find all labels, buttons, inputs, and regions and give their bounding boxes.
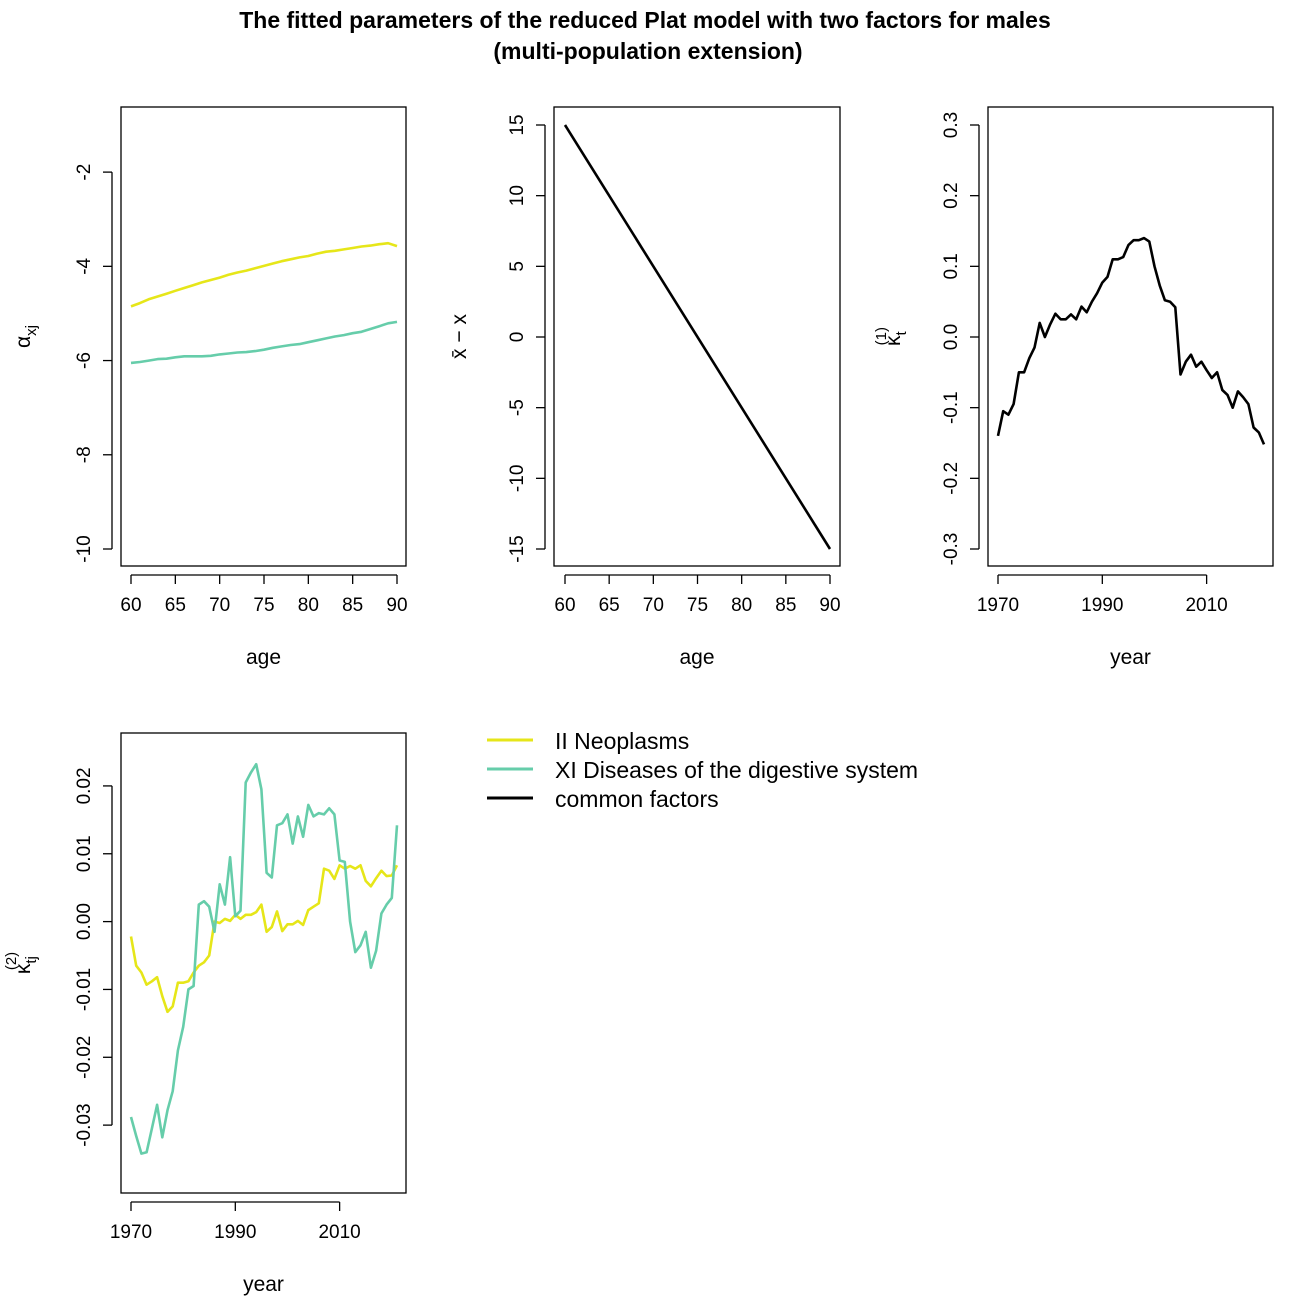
y-tick-label: -8	[74, 446, 95, 463]
x-tick-label: 85	[775, 595, 796, 616]
x-axis-label: year	[243, 1273, 284, 1296]
panel-kappa1: 1970 1990 2010 -0.3 -0.2 -0.1 0.0 0.1 0.2 0.3 year…	[873, 106, 1274, 669]
x-tick-label: 1990	[214, 1222, 256, 1243]
series-line-ii-neoplasms	[130, 241, 398, 308]
series-line-common-factors	[563, 124, 832, 550]
chart-title-line1: The fitted parameters of the reduced Pla…	[239, 7, 1051, 33]
x-tick-label: 2010	[1185, 595, 1227, 616]
legend-label-common: common factors	[555, 786, 719, 812]
y-tick-label: -0.3	[941, 533, 962, 566]
plot-frame	[987, 106, 1274, 567]
y-tick-label: 5	[507, 261, 528, 272]
x-tick-label: 1990	[1081, 595, 1123, 616]
y-tick-label: 0.0	[941, 324, 962, 350]
legend: II Neoplasms XI Diseases of the digestiv…	[487, 728, 918, 812]
y-tick-label: 0.00	[74, 903, 95, 940]
y-tick-label: 0.3	[941, 112, 962, 138]
panel-kappa2: 1970 1990 2010 -0.03 -0.02 -0.01 0.00 0.01 0.02 y…	[3, 732, 407, 1296]
y-axis-label: κtj(2)	[3, 952, 40, 974]
legend-label-neoplasms: II Neoplasms	[555, 728, 689, 754]
x-tick-label: 70	[643, 595, 664, 616]
y-tick-label: -0.03	[74, 1103, 95, 1146]
y-axis-label: κt(1)	[873, 327, 910, 346]
y-tick-label: 15	[507, 114, 528, 135]
x-tick-label: 90	[386, 595, 407, 616]
y-tick-label: -15	[507, 535, 528, 562]
chart-title-line2: (multi-population extension)	[493, 38, 802, 64]
plot-frame	[120, 106, 407, 567]
x-tick-label: 90	[819, 595, 840, 616]
x-tick-label: 1970	[110, 1222, 152, 1243]
series-line-xi-diseases-of-the-digestive-system	[129, 762, 399, 1155]
series-line-ii-neoplasms	[129, 863, 399, 1014]
y-tick-label: -0.02	[74, 1036, 95, 1079]
y-tick-label: -0.01	[74, 968, 95, 1011]
y-tick-label: -2	[74, 164, 95, 181]
panel-xbar-minus-x: 60 65 70 75 80 85 90 -15 -10 -5 0 5 10 15 age x̄ − x	[448, 106, 841, 669]
x-axis-label: age	[246, 646, 281, 669]
y-tick-label: 10	[507, 185, 528, 206]
y-tick-label: 0.1	[941, 253, 962, 279]
x-tick-label: 65	[599, 595, 620, 616]
y-tick-label: -4	[74, 257, 95, 274]
y-tick-label: 0	[507, 332, 528, 343]
plot-frame	[120, 732, 407, 1194]
plot-frame	[553, 106, 841, 567]
y-tick-label: -6	[74, 352, 95, 369]
y-tick-label: 0.01	[74, 835, 95, 872]
y-axis-label: x̄ − x	[448, 314, 471, 359]
y-tick-label: -5	[507, 399, 528, 416]
x-tick-label: 85	[342, 595, 363, 616]
x-tick-label: 60	[120, 595, 141, 616]
x-tick-label: 70	[209, 595, 230, 616]
y-tick-label: -0.2	[941, 462, 962, 495]
series-line-xi-diseases-of-the-digestive-system	[130, 320, 398, 365]
y-tick-label: -10	[507, 465, 528, 492]
series-line-common-factors	[996, 236, 1266, 445]
y-tick-label: 0.02	[74, 767, 95, 804]
x-tick-label: 75	[253, 595, 274, 616]
x-tick-label: 65	[165, 595, 186, 616]
y-tick-label: -0.1	[941, 391, 962, 424]
legend-label-digestive: XI Diseases of the digestive system	[555, 757, 918, 783]
x-tick-label: 1970	[977, 595, 1019, 616]
x-tick-label: 2010	[318, 1222, 360, 1243]
panel-alpha: 60 65 70 75 80 85 90 -10 -8 -6 -4 -2 age αxj	[12, 106, 408, 669]
y-tick-label: 0.2	[941, 182, 962, 208]
x-tick-label: 60	[554, 595, 575, 616]
x-tick-label: 75	[687, 595, 708, 616]
y-axis-label: αxj	[12, 325, 40, 348]
x-tick-label: 80	[298, 595, 319, 616]
x-tick-label: 80	[731, 595, 752, 616]
x-axis-label: year	[1110, 646, 1151, 669]
x-axis-label: age	[679, 646, 714, 669]
y-tick-label: -10	[74, 535, 95, 562]
